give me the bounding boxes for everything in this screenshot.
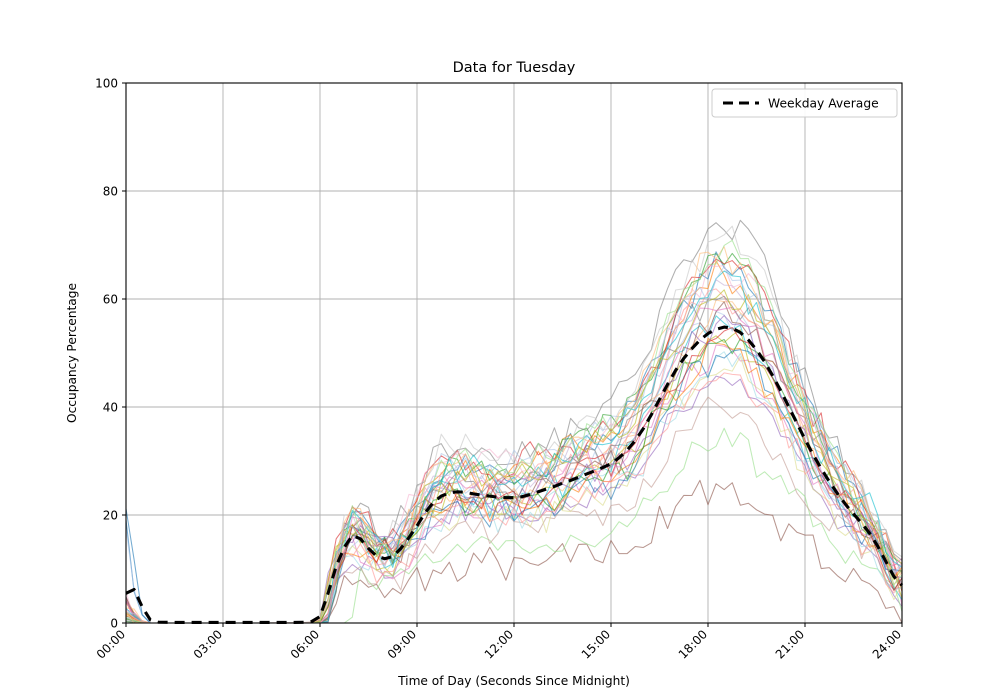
- y-axis-label: Occupancy Percentage: [65, 283, 79, 423]
- spaghetti-lines-layer: [125, 219, 903, 624]
- series-line-trace: [125, 239, 903, 624]
- average-line-layer: [125, 325, 904, 625]
- legend-label-weekday-average: Weekday Average: [768, 96, 879, 110]
- x-tick-label: 24:00: [870, 627, 904, 661]
- x-tick-label: 09:00: [385, 627, 419, 661]
- x-tick-label: 00:00: [94, 627, 128, 661]
- y-tick-label: 0: [110, 616, 118, 630]
- weekday-average-line: [125, 325, 904, 625]
- legend[interactable]: Weekday Average: [711, 88, 898, 118]
- y-tick-label: 80: [103, 184, 118, 198]
- legend-box: [711, 88, 898, 118]
- x-axis-label: Time of Day (Seconds Since Midnight): [397, 674, 630, 688]
- y-tick-label: 40: [103, 400, 118, 414]
- tick-layer: 00:00 03:00 06:00 09:00 12:00 15:00 18:00 21:00…: [94, 76, 904, 661]
- x-tick-label: 03:00: [191, 627, 225, 661]
- y-tick-label: 100: [95, 76, 118, 90]
- grid-layer: [125, 82, 903, 624]
- x-tick-label: 21:00: [773, 627, 807, 661]
- x-tick-label: 06:00: [288, 627, 322, 661]
- x-tick-label: 15:00: [579, 627, 613, 661]
- x-tick-label: 12:00: [482, 627, 516, 661]
- x-tick-label: 18:00: [676, 627, 710, 661]
- y-tick-label: 20: [103, 508, 118, 522]
- y-tick-label: 60: [103, 292, 118, 306]
- series-line-trace: [125, 246, 903, 624]
- chart-title: Data for Tuesday: [453, 60, 576, 76]
